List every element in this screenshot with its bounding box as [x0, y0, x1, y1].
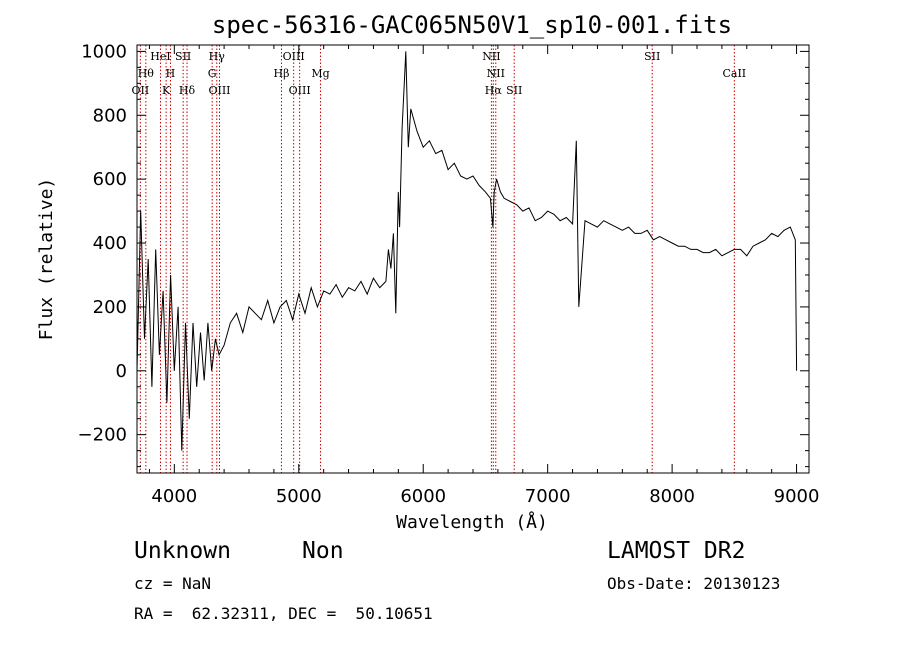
line-label: G: [208, 67, 217, 80]
x-tick-label: 7000: [525, 486, 571, 507]
survey-name: LAMOST DR2: [607, 538, 746, 564]
line-label: Hθ: [138, 67, 155, 80]
object-subclass: Non: [302, 538, 344, 564]
y-tick-label: 400: [93, 233, 127, 254]
line-label: CaII: [722, 67, 746, 80]
emission-line-labels: OIIHθHeIKHSIIHδGHγOIIIHβOIIIOIIIMgNIIHαN…: [132, 50, 747, 97]
object-class: Unknown: [134, 538, 231, 564]
x-axis: 4000 5000 6000 7000 8000 9000: [148, 45, 820, 507]
x-tick-label: 6000: [400, 486, 446, 507]
x-tick-label: 5000: [276, 486, 322, 507]
y-tick-label: 800: [93, 105, 127, 126]
x-axis-label: Wavelength (Å): [396, 511, 548, 533]
line-label: Hβ: [274, 67, 290, 80]
observation-date: Obs-Date: 20130123: [607, 574, 781, 593]
x-tick-label: 9000: [774, 486, 820, 507]
y-tick-label: −200: [78, 425, 127, 446]
y-tick-label: 200: [93, 297, 127, 318]
line-label: OIII: [289, 84, 311, 97]
line-label: HeI: [150, 50, 170, 63]
chart-title: spec-56316-GAC065N50V1_sp10-001.fits: [212, 11, 732, 39]
line-label: SII: [506, 84, 522, 97]
line-label: SII: [175, 50, 191, 63]
line-label: OII: [132, 84, 150, 97]
y-tick-label: 600: [93, 169, 127, 190]
line-label: Mg: [311, 67, 329, 80]
line-label: Hγ: [209, 50, 226, 63]
line-label: K: [162, 84, 171, 97]
line-label: NII: [487, 67, 505, 80]
y-axis: −200 0 200 400 600 800 1000: [78, 41, 809, 468]
line-label: OIII: [208, 84, 230, 97]
line-label: NII: [482, 50, 500, 63]
line-label: OIII: [283, 50, 305, 63]
emission-line-markers: [139, 45, 735, 473]
spectrum-line: [136, 51, 798, 451]
line-label: Hδ: [179, 84, 196, 97]
x-tick-label: 8000: [649, 486, 695, 507]
y-tick-label: 1000: [81, 41, 127, 62]
line-label: SII: [644, 50, 660, 63]
redshift-cz: cz = NaN: [134, 574, 212, 593]
y-tick-label: 0: [116, 361, 127, 382]
ra-dec: RA = 62.32311, DEC = 50.10651: [134, 604, 433, 623]
y-axis-label: Flux (relative): [36, 178, 57, 341]
line-label: H: [166, 67, 176, 80]
plot-frame: [136, 44, 810, 474]
x-tick-label: 4000: [151, 486, 197, 507]
line-label: Hα: [485, 84, 503, 97]
